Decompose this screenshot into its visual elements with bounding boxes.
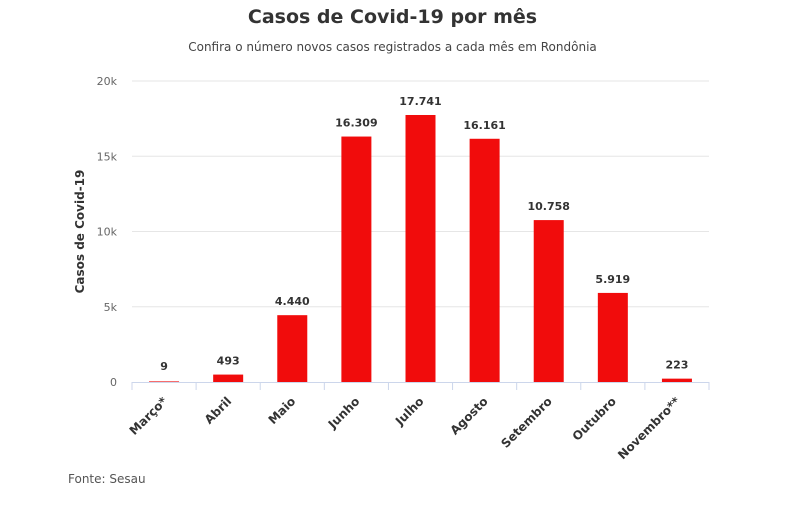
data-label: 493 xyxy=(217,355,240,368)
bars xyxy=(149,114,692,382)
x-tick-label: Março* xyxy=(127,394,171,438)
y-tick-label: 15k xyxy=(97,150,118,163)
bar[interactable] xyxy=(533,220,564,382)
bar[interactable] xyxy=(213,374,244,382)
x-tick-label: Novembro** xyxy=(615,394,683,462)
x-tick-label: Setembro xyxy=(498,394,555,451)
chart-subtitle: Confira o número novos casos registrados… xyxy=(188,40,597,54)
source-note: Fonte: Sesau xyxy=(68,472,146,486)
y-tick-label: 20k xyxy=(97,75,118,88)
x-tick-label: Junho xyxy=(325,394,363,432)
y-tick-label: 0 xyxy=(110,376,117,389)
bar[interactable] xyxy=(661,378,692,382)
data-label: 223 xyxy=(665,359,688,372)
chart-title: Casos de Covid-19 por mês xyxy=(247,6,538,28)
data-label: 16.309 xyxy=(335,117,377,130)
x-tick-label: Outubro xyxy=(570,394,619,443)
bar[interactable] xyxy=(149,381,180,382)
x-tick-label: Julho xyxy=(392,394,427,429)
bar[interactable] xyxy=(341,136,372,382)
bar[interactable] xyxy=(405,114,436,382)
y-tick-label: 10k xyxy=(97,226,118,239)
data-labels: 9 493 4.440 16.309 17.741 16.161 10.758 5.919 22… xyxy=(160,95,688,373)
x-axis: Março* Abril Maio Junho Julho Agosto Setembro O… xyxy=(127,382,710,462)
data-label: 17.741 xyxy=(399,95,441,108)
y-axis-label: Casos de Covid-19 xyxy=(73,170,87,294)
data-label: 16.161 xyxy=(463,119,505,132)
y-tick-label: 5k xyxy=(104,301,118,314)
bar[interactable] xyxy=(469,138,500,382)
bar[interactable] xyxy=(597,292,628,382)
data-label: 4.440 xyxy=(275,295,310,308)
data-label: 10.758 xyxy=(527,200,569,213)
x-tick-label: Maio xyxy=(266,394,299,427)
x-tick-label: Abril xyxy=(202,394,235,427)
y-axis-ticks: 0 5k 10k 15k 20k xyxy=(97,75,118,389)
bar[interactable] xyxy=(277,315,308,382)
data-label: 5.919 xyxy=(595,273,630,286)
x-tick-label: Agosto xyxy=(447,394,490,437)
data-label: 9 xyxy=(160,360,168,373)
